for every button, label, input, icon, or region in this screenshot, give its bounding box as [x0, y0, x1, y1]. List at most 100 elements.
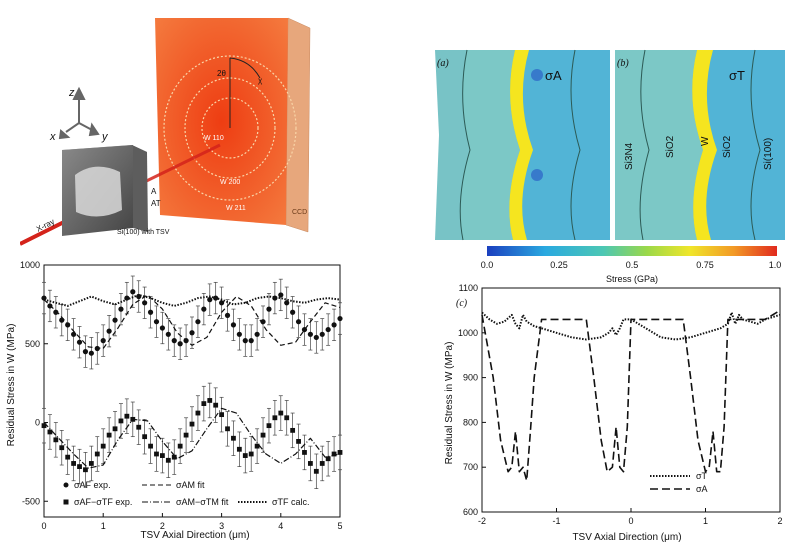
chart-right-ytick-label: 900: [463, 373, 478, 383]
chart-left-diff-exp-point: [207, 398, 213, 403]
chart-left-sigma-a-exp-point: [147, 309, 154, 315]
chart-left-sigma-a-exp-point: [331, 322, 337, 328]
chart-left-sigma-t-calc-line: [43, 293, 341, 307]
axis-x-label: x: [49, 131, 56, 143]
layer-label-w: W: [700, 136, 711, 146]
layer-label-si3n4: Si3N4: [624, 142, 635, 170]
chart-left-diff-exp-point: [165, 457, 171, 463]
chart-left-diff-exp-point: [136, 424, 142, 430]
chart-left-sigma-a-exp-point: [82, 349, 89, 355]
chart-left-diff-exp-point: [325, 456, 331, 462]
chart-left-sigma-a-exp-point: [207, 297, 213, 303]
chi-label: χ: [258, 76, 263, 85]
legend-label-sigma-a: σA: [696, 484, 708, 494]
chart-left-diff-exp-point: [112, 426, 118, 432]
chart-right-legend: σT σA: [650, 471, 708, 494]
colorbar-label: Stress (GPa): [606, 274, 658, 284]
chart-right-ylabel: Residual Stress in W (MPa): [444, 342, 455, 465]
chart-left-sigma-a-exp-point: [195, 319, 201, 325]
chart-left-diff-exp-point: [313, 468, 319, 474]
axis-triad: [58, 86, 100, 140]
chart-left-sigma-a-exp-point: [53, 309, 59, 315]
chart-left-diff-exp-point: [266, 423, 272, 429]
chart-right-panel-label: (c): [456, 298, 468, 309]
chart-left-diff-exp-point: [183, 432, 189, 438]
chart-left-xtick-label: 1: [101, 521, 106, 531]
sample-label: Si(100) with TSV: [117, 229, 170, 236]
chart-left-xtick-label: 3: [219, 521, 224, 531]
chart-left-sigma-a-exp-point: [165, 331, 171, 337]
chart-left-diff-exp-point: [278, 410, 284, 416]
ring-label-110: W 110: [204, 135, 224, 142]
chart-right-xtick-label: 0: [628, 516, 633, 526]
panel-b-label: (b): [617, 58, 629, 69]
fem-panel-b: (b) σT Si3N4 SiO2 W SiO2 Si(100): [615, 49, 785, 241]
chart-left-sigma-a-exp-point: [284, 300, 290, 306]
chart-left-sigma-a-exp-point: [242, 338, 248, 344]
chart-left-sigma-a-exp-point: [88, 350, 94, 356]
chart-right-sigma-t-line: [481, 311, 781, 341]
chart-left-xtick-label: 2: [160, 521, 165, 531]
chart-left-plot-frame: [43, 264, 341, 518]
legend-marker-sigma-a-exp: [63, 482, 69, 488]
chart-right-ytick-label: 700: [463, 462, 478, 472]
chart-right-xtick-label: 1: [703, 516, 708, 526]
chart-left-diff-exp-point: [236, 446, 242, 452]
chart-right-ytick-label: 1000: [458, 328, 478, 338]
chart-left-sigma-a-exp-point: [100, 338, 106, 344]
chart-left-sigma-a-exp-point: [319, 331, 325, 337]
chart-left-diff-exp-point: [284, 415, 290, 421]
chart-left-sigma-a-exp-point: [230, 322, 237, 328]
legend-label-sigma-a-fit: σAM fit: [176, 480, 205, 490]
chart-left-sigma-a-exp-point: [159, 325, 165, 331]
chart-left-diff-exp-point: [248, 451, 254, 457]
chart-right-xtick-label: 2: [777, 516, 782, 526]
chart-left-sigma-a-exp-point: [142, 300, 148, 306]
chart-left-diff-exp-point: [148, 443, 153, 449]
chart-right-sigma-a-line: [481, 309, 781, 482]
chart-left-sigma-a-exp-point: [224, 312, 231, 318]
layer-label-sio2-right: SiO2: [722, 135, 733, 158]
chart-left-diff-exp-point: [154, 451, 159, 457]
chart-right-xlabel: TSV Axial Direction (μm): [572, 532, 681, 543]
point-a-label: A: [151, 187, 157, 196]
chart-left-diff-exp-point: [160, 453, 165, 458]
chart-left-sigma-a-exp-point: [236, 331, 242, 337]
chart-left-sigma-a-exp-point: [313, 334, 319, 341]
chart-residual-stress-fem: (c) Residual Stress in W (MPa) TSV Axial…: [444, 283, 783, 543]
chart-left-sigma-a-exp-point: [295, 319, 302, 325]
chart-right-xtick-label: -1: [552, 516, 560, 526]
layer-label-sio2-left: SiO2: [665, 135, 676, 158]
chart-right-ytick-label: 1100: [459, 283, 478, 293]
chart-left-diff-exp-point: [83, 467, 88, 473]
ccd-face: [155, 18, 288, 225]
chart-left-diff-exp-point: [308, 461, 313, 466]
chart-left-sigma-a-exp-point: [118, 306, 124, 312]
colorbar-tick-2: 0.5: [626, 260, 639, 270]
legend-label-diff-exp: σAF−σTF exp.: [74, 497, 132, 507]
chart-left-xlabel: TSV Axial Direction (μm): [140, 530, 249, 541]
chart-left-sigma-a-exp-point: [76, 339, 83, 345]
ccd-edge: [285, 17, 311, 233]
chart-right-xtick-label: -2: [478, 516, 486, 526]
chart-left-diff-exp-point: [195, 410, 201, 416]
chart-left-diff-exp-point: [118, 418, 124, 424]
chart-left-diff-exp-point: [47, 429, 53, 435]
chart-left-sigma-a-exp-point: [153, 319, 160, 325]
chart-left-diff-exp-point: [296, 439, 301, 444]
chart-left-diff-exp-point: [177, 443, 183, 449]
fem-panel-a: (a) σA: [425, 49, 610, 241]
chart-left-diff-exp-point: [53, 437, 59, 443]
chart-left-ytick-label: 1000: [20, 260, 40, 270]
chart-left-ytick-label: -500: [22, 496, 40, 506]
chart-right-ytick-label: 800: [463, 417, 478, 427]
chart-left-diff-exp-point: [201, 401, 207, 406]
chart-left-sigma-a-exp-point: [106, 328, 112, 334]
legend-label-sigma-a-exp: σAF exp.: [74, 480, 111, 490]
chart-left-ylabel: Residual Stress in W (MPa): [6, 324, 17, 447]
chart-left-sigma-a-exp-point: [201, 306, 207, 312]
chart-left-diff-exp-point: [213, 402, 219, 408]
xrd-schematic: 2θ χ W 110 W 200 W 211 CCD X-ray A AT Si…: [20, 17, 311, 246]
point-at-label: AT: [151, 199, 161, 208]
chart-left-sigma-a-exp-point: [219, 300, 225, 306]
